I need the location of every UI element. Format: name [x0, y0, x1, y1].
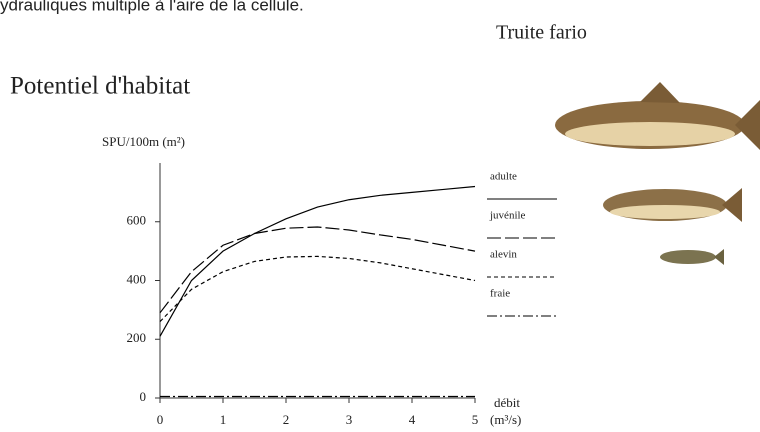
line-series [160, 227, 475, 313]
fish-fry [660, 249, 724, 265]
x-tick-label: 2 [283, 412, 290, 427]
y-tick-label: 600 [127, 213, 147, 228]
legend-label: fraie [490, 288, 510, 300]
x-tick-label: 3 [346, 412, 353, 427]
x-tick-label: 1 [220, 412, 227, 427]
chart-title: Potentiel d'habitat [10, 73, 190, 100]
x-axis-label: débit [494, 395, 520, 410]
x-tick-label: 4 [409, 412, 416, 427]
species: Truite fario [496, 22, 587, 44]
legend-label: juvénile [489, 210, 526, 222]
fish-juvenile [603, 188, 742, 222]
legend-label: adulte [490, 171, 517, 183]
y-tick-label: 0 [140, 389, 147, 404]
chart: ydrauliques multiple à l'aire de la cell… [0, 0, 760, 432]
x-axis-unit: (m³/s) [490, 412, 521, 427]
x-tick-label: 5 [472, 412, 479, 427]
page: ydrauliques multiple à l'aire de la cell… [0, 0, 760, 432]
y-tick-label: 200 [127, 330, 147, 345]
caption: ydrauliques multiple à l'aire de la cell… [0, 0, 304, 14]
y-tick-label: 400 [127, 271, 147, 286]
fish-adult [555, 82, 760, 150]
line-series [160, 187, 475, 337]
y-axis-label: SPU/100m (m²) [102, 134, 185, 149]
legend-label: alevin [490, 249, 517, 261]
x-tick-label: 0 [157, 412, 164, 427]
